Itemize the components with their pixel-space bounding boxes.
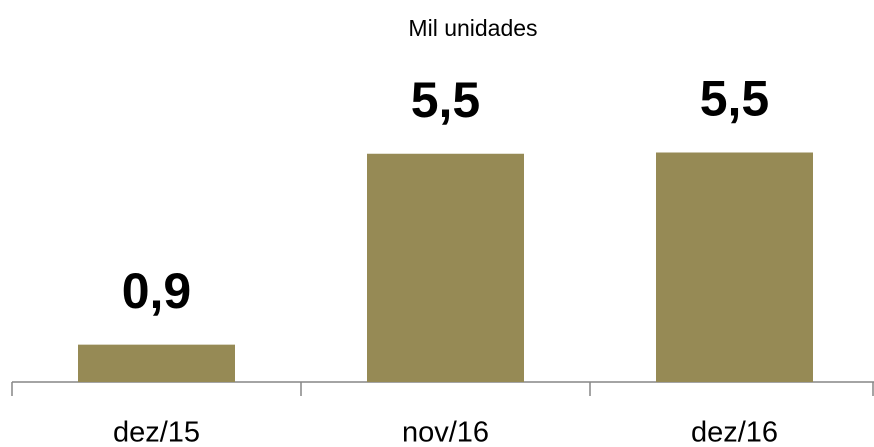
x-tick-label: dez/16 <box>691 417 778 447</box>
chart-title: Mil unidades <box>408 15 537 41</box>
x-tick-label: dez/15 <box>113 417 200 447</box>
bar <box>78 344 235 382</box>
data-label: 5,5 <box>411 72 481 128</box>
x-tick-label: nov/16 <box>402 417 489 447</box>
data-label: 5,5 <box>700 71 770 127</box>
bar <box>367 153 524 382</box>
bar <box>656 152 813 382</box>
data-label: 0,9 <box>122 263 192 319</box>
